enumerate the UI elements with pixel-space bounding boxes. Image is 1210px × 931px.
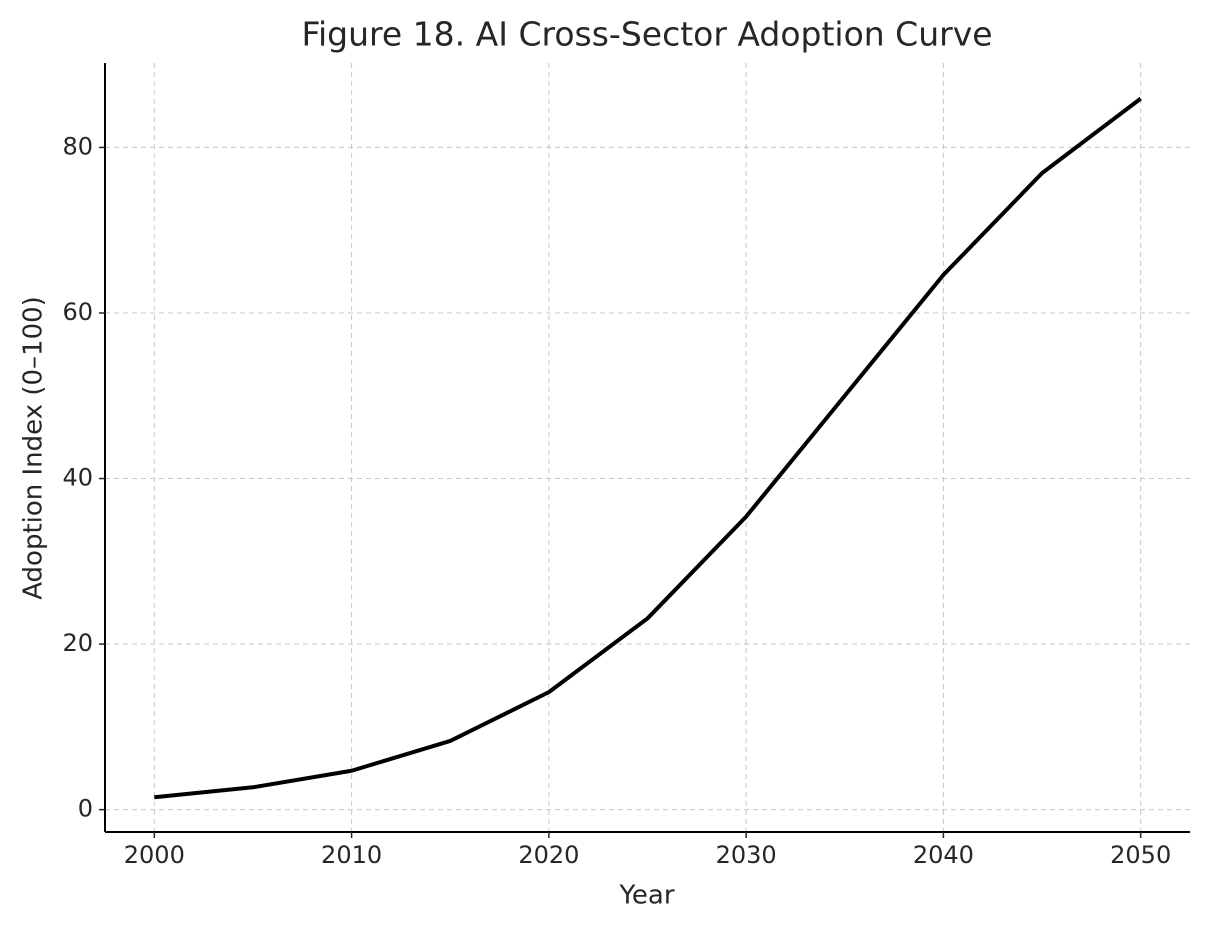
y-tick-label: 80 [62,132,93,160]
x-tick-label: 2000 [124,841,185,869]
grid [105,63,1190,832]
line [154,96,1142,800]
y-tick-label: 20 [62,629,93,657]
y-tick-label: 40 [62,464,93,492]
x-tick-label: 2020 [518,841,579,869]
x-tick-label: 2030 [716,841,777,869]
y-axis-label: Adoption Index (0–100) [19,296,49,600]
x-tick-label: 2050 [1110,841,1171,869]
y-tick-label: 0 [78,795,93,823]
y-tick-label: 60 [62,298,93,326]
plot-area [154,96,1142,800]
chart-title: Figure 18. AI Cross-Sector Adoption Curv… [301,15,992,54]
x-tick-label: 2040 [913,841,974,869]
x-tick-label: 2010 [321,841,382,869]
x-axis-label: Year [618,881,674,911]
